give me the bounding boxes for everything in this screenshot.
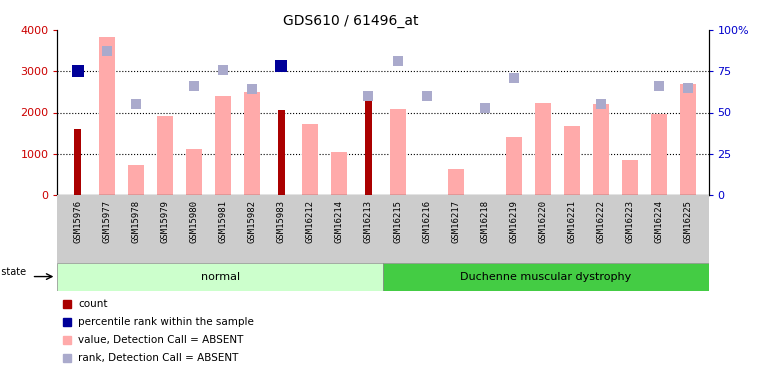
Point <box>479 105 491 111</box>
Text: GSM16221: GSM16221 <box>568 200 577 243</box>
Text: GSM16219: GSM16219 <box>509 200 519 243</box>
Text: GSM16222: GSM16222 <box>597 200 605 243</box>
Point <box>362 93 375 99</box>
Text: GSM16215: GSM16215 <box>393 200 402 243</box>
Text: disease state: disease state <box>0 267 26 278</box>
Text: GSM16220: GSM16220 <box>538 200 548 243</box>
Text: GSM15976: GSM15976 <box>74 200 82 243</box>
Point <box>72 68 84 74</box>
Bar <box>506 137 522 195</box>
Text: GSM15979: GSM15979 <box>161 200 169 243</box>
Text: GSM15982: GSM15982 <box>247 200 257 243</box>
Point <box>421 93 433 99</box>
Text: GSM16213: GSM16213 <box>364 200 373 243</box>
Text: Duchenne muscular dystrophy: Duchenne muscular dystrophy <box>460 272 631 282</box>
Text: GSM15978: GSM15978 <box>132 200 140 243</box>
Bar <box>303 124 319 195</box>
Text: GSM15977: GSM15977 <box>103 200 111 243</box>
Bar <box>186 149 202 195</box>
Text: percentile rank within the sample: percentile rank within the sample <box>78 317 254 327</box>
Bar <box>564 126 580 195</box>
Point <box>653 83 665 89</box>
Text: rank, Detection Call = ABSENT: rank, Detection Call = ABSENT <box>78 353 239 363</box>
Text: GSM16218: GSM16218 <box>480 200 489 243</box>
Text: GSM15981: GSM15981 <box>218 200 228 243</box>
Text: GSM16225: GSM16225 <box>684 200 692 243</box>
Bar <box>593 104 609 195</box>
Bar <box>277 110 285 195</box>
Bar <box>680 84 696 195</box>
Text: GSM16223: GSM16223 <box>626 200 634 243</box>
Bar <box>332 152 348 195</box>
Bar <box>57 262 383 291</box>
Point <box>391 58 404 64</box>
Bar <box>244 92 260 195</box>
Bar <box>215 96 231 195</box>
Bar <box>535 103 551 195</box>
Text: normal: normal <box>201 272 240 282</box>
Bar <box>74 129 81 195</box>
Bar <box>99 38 115 195</box>
Text: value, Detection Call = ABSENT: value, Detection Call = ABSENT <box>78 335 244 345</box>
Text: GSM16224: GSM16224 <box>655 200 663 243</box>
Bar <box>651 114 667 195</box>
Text: GSM16216: GSM16216 <box>422 200 431 243</box>
Bar <box>365 96 372 195</box>
Bar <box>447 170 463 195</box>
Bar <box>383 262 709 291</box>
Text: GSM16212: GSM16212 <box>306 200 315 243</box>
Point <box>101 48 113 54</box>
Point <box>129 101 142 107</box>
Point <box>217 67 229 73</box>
Text: GSM16214: GSM16214 <box>335 200 344 243</box>
Point <box>508 75 520 81</box>
Text: count: count <box>78 299 108 309</box>
Bar <box>622 160 638 195</box>
Point <box>682 85 694 91</box>
Text: GSM15980: GSM15980 <box>189 200 198 243</box>
Bar <box>390 109 405 195</box>
Text: GSM15983: GSM15983 <box>277 200 286 243</box>
Point <box>595 101 607 107</box>
Bar <box>128 165 144 195</box>
Text: GSM16217: GSM16217 <box>451 200 460 243</box>
Bar <box>157 116 173 195</box>
Point <box>275 63 287 69</box>
Title: GDS610 / 61496_at: GDS610 / 61496_at <box>283 13 418 28</box>
Point <box>246 86 258 92</box>
Point <box>188 83 200 89</box>
